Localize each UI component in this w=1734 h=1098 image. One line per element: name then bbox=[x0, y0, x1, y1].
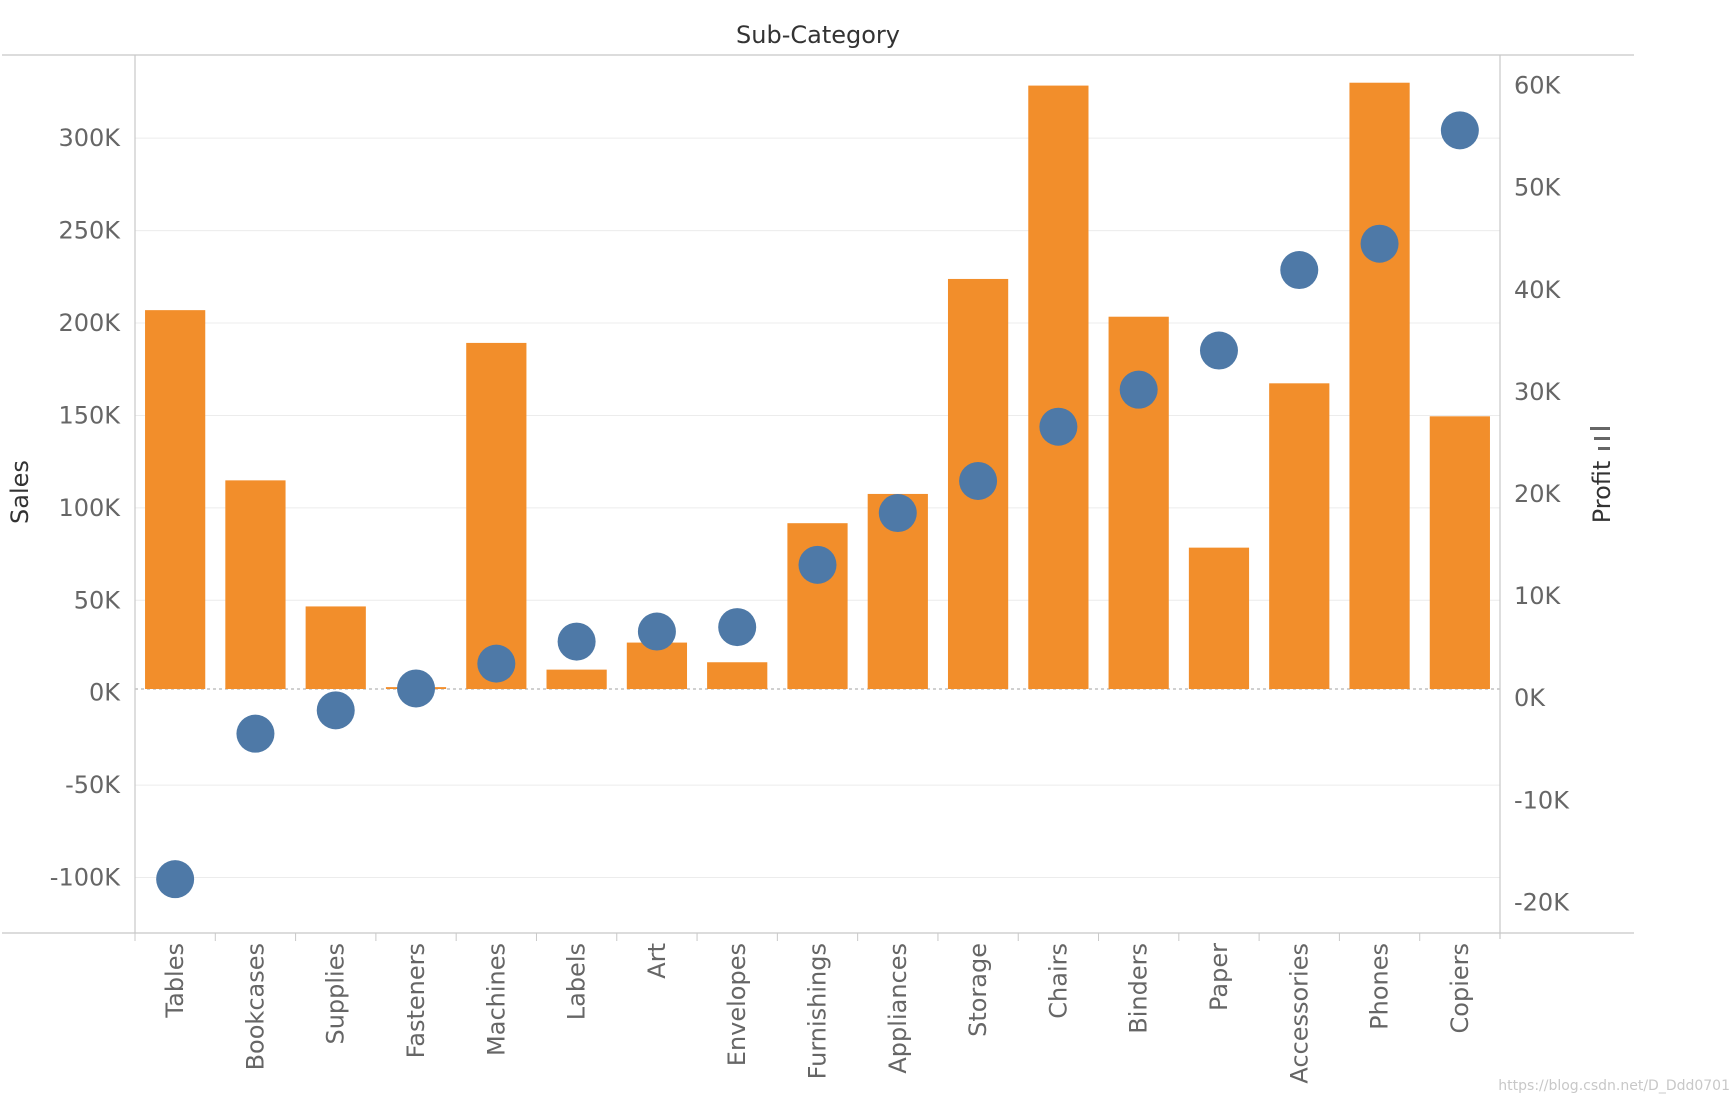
profit-dots bbox=[156, 111, 1479, 899]
profit-dot bbox=[1280, 251, 1319, 290]
profit-dot bbox=[477, 644, 516, 683]
category-label: Fasteners bbox=[402, 943, 430, 1058]
profit-tick-label: 40K bbox=[1514, 276, 1562, 304]
sales-tick-label: 300K bbox=[58, 124, 121, 152]
category-labels: Tables Bookcases Supplies Fasteners Machines… bbox=[161, 943, 1474, 1084]
profit-dot bbox=[1199, 331, 1238, 370]
profit-dot bbox=[397, 669, 436, 708]
sales-tick-label: 150K bbox=[58, 401, 121, 429]
sales-bar bbox=[1188, 547, 1250, 689]
category-label: Appliances bbox=[884, 943, 912, 1074]
sort-icon[interactable] bbox=[1590, 427, 1610, 450]
profit-dot bbox=[156, 860, 195, 899]
sales-tick-label: -100K bbox=[50, 864, 121, 892]
profit-tick-label: 10K bbox=[1514, 582, 1562, 610]
category-label: Tables bbox=[161, 943, 189, 1019]
sales-bar bbox=[145, 310, 206, 689]
profit-dot bbox=[718, 608, 757, 647]
category-label: Supplies bbox=[322, 943, 350, 1045]
category-label: Copiers bbox=[1446, 943, 1474, 1033]
sales-bar bbox=[305, 606, 366, 689]
profit-dot bbox=[637, 612, 676, 651]
chart-title: Sub-Category bbox=[736, 21, 900, 49]
profit-dot bbox=[1039, 407, 1078, 446]
category-label: Envelopes bbox=[723, 943, 751, 1066]
category-label: Binders bbox=[1125, 943, 1153, 1034]
profit-dot bbox=[1440, 111, 1479, 150]
profit-tick-label: 30K bbox=[1514, 378, 1562, 406]
profit-tick-label: -10K bbox=[1514, 786, 1570, 814]
sales-tick-label: 200K bbox=[58, 309, 121, 337]
profit-dot bbox=[557, 622, 596, 661]
sales-tick-label: 0K bbox=[89, 679, 121, 707]
profit-axis-title: Profit bbox=[1588, 461, 1616, 524]
sales-bar bbox=[466, 342, 527, 689]
category-label: Phones bbox=[1366, 943, 1394, 1030]
profit-dot bbox=[316, 691, 355, 730]
category-label: Storage bbox=[964, 943, 992, 1037]
profit-tick-label: 60K bbox=[1514, 72, 1562, 100]
sales-bar bbox=[546, 669, 607, 689]
profit-dot bbox=[959, 461, 998, 500]
profit-dot bbox=[878, 494, 917, 533]
sales-bar bbox=[1028, 85, 1089, 690]
category-label: Machines bbox=[482, 943, 510, 1056]
profit-tick-label: 0K bbox=[1514, 684, 1546, 712]
profit-dot bbox=[1360, 224, 1399, 263]
watermark: https://blog.csdn.net/D_Ddd0701 bbox=[1498, 1078, 1730, 1094]
sales-bar bbox=[1269, 383, 1330, 689]
sales-bar bbox=[225, 480, 286, 689]
category-label: Accessories bbox=[1285, 943, 1313, 1084]
sales-tick-label: 250K bbox=[58, 217, 121, 245]
sales-bar bbox=[1429, 416, 1490, 689]
plot-frame bbox=[2, 54, 1634, 941]
profit-axis-ticks: -20K -10K 0K 10K 20K 30K 40K 50K 60K bbox=[1514, 72, 1570, 917]
sales-axis-title: Sales bbox=[6, 460, 34, 524]
sales-bar bbox=[1349, 82, 1410, 689]
category-label: Bookcases bbox=[241, 943, 269, 1070]
profit-tick-label: 20K bbox=[1514, 480, 1562, 508]
category-label: Art bbox=[643, 943, 671, 979]
category-label: Paper bbox=[1205, 943, 1233, 1011]
profit-dot bbox=[1119, 370, 1158, 409]
profit-tick-label: 50K bbox=[1514, 174, 1562, 202]
category-label: Labels bbox=[563, 943, 591, 1020]
sales-bar bbox=[707, 662, 768, 689]
sales-bars bbox=[145, 82, 1490, 690]
sales-axis-ticks: -100K -50K 0K 50K 100K 150K 200K 250K 300K bbox=[50, 124, 121, 891]
sales-tick-label: -50K bbox=[65, 771, 121, 799]
profit-dot bbox=[236, 714, 275, 753]
sales-tick-label: 100K bbox=[58, 494, 121, 522]
sales-tick-label: 50K bbox=[74, 586, 122, 614]
profit-tick-label: -20K bbox=[1514, 888, 1570, 916]
category-label: Chairs bbox=[1044, 943, 1072, 1019]
profit-dot bbox=[798, 545, 837, 584]
category-label: Furnishings bbox=[804, 943, 832, 1079]
